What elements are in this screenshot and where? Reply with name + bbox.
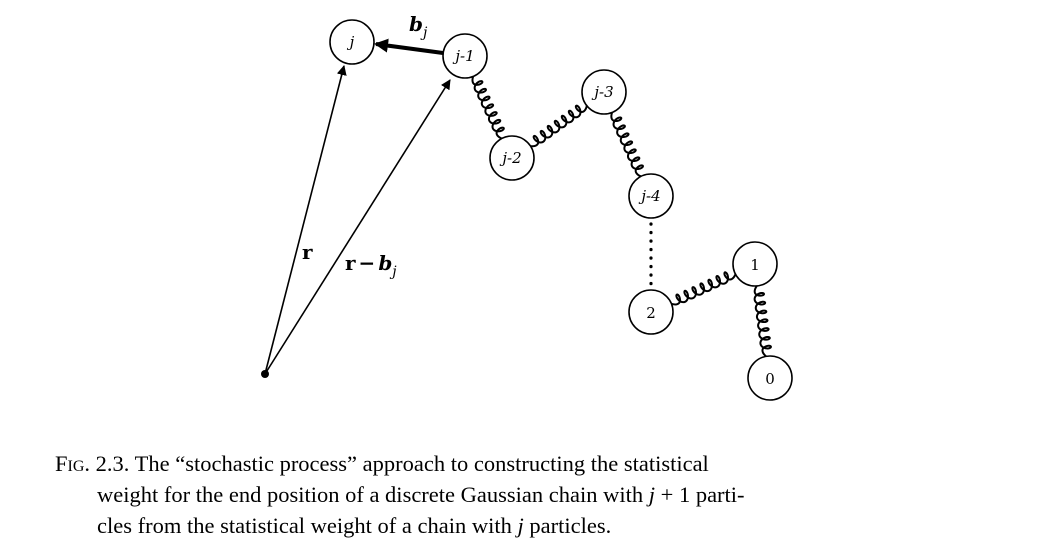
node-j-minus-2: j-2	[489, 135, 535, 181]
node-j-minus-4: j-4	[628, 173, 674, 219]
vector-r	[264, 65, 347, 375]
svg-text:j-2: j-2	[499, 149, 521, 167]
vector-bj	[374, 38, 444, 55]
caption-line-2: weight for the end position of a discret…	[97, 482, 745, 507]
caption-line-1: Fig. 2.3. The “stochastic process” appro…	[55, 451, 709, 476]
node-2: 2	[628, 289, 674, 335]
spring-j3-j4	[610, 109, 645, 178]
label-r-minus-bj: r − bj	[345, 251, 397, 280]
figure-caption: Fig. 2.3. The “stochastic process” appro…	[55, 448, 1005, 540]
svg-text:1: 1	[750, 256, 760, 274]
svg-text:2: 2	[646, 304, 656, 322]
node-0: 0	[747, 355, 793, 401]
svg-text:j: j	[347, 33, 355, 51]
svg-text:j-4: j-4	[638, 187, 660, 205]
spring-2-1	[668, 271, 738, 306]
label-r: r	[302, 240, 313, 264]
node-j-minus-1: j-1	[442, 33, 488, 79]
spring-j2-j3	[527, 102, 588, 148]
svg-text:0: 0	[765, 370, 775, 388]
springs	[471, 73, 772, 359]
spring-1-0	[753, 283, 772, 359]
chain-diagram: r r − bj bj j j-1 j-2 j-3 j-4 2	[261, 12, 793, 401]
label-bj: bj	[409, 12, 428, 41]
node-j-minus-3: j-3	[581, 69, 627, 115]
node-1: 1	[732, 241, 778, 287]
caption-label: Fig. 2.3.	[55, 451, 130, 476]
svg-text:j-3: j-3	[591, 83, 613, 101]
node-j: j	[329, 19, 375, 65]
svg-text:j-1: j-1	[452, 47, 474, 65]
spring-j1-j2	[471, 73, 505, 141]
vector-r-minus-bj	[264, 79, 451, 375]
caption-line-3: cles from the statistical weight of a ch…	[97, 513, 612, 538]
